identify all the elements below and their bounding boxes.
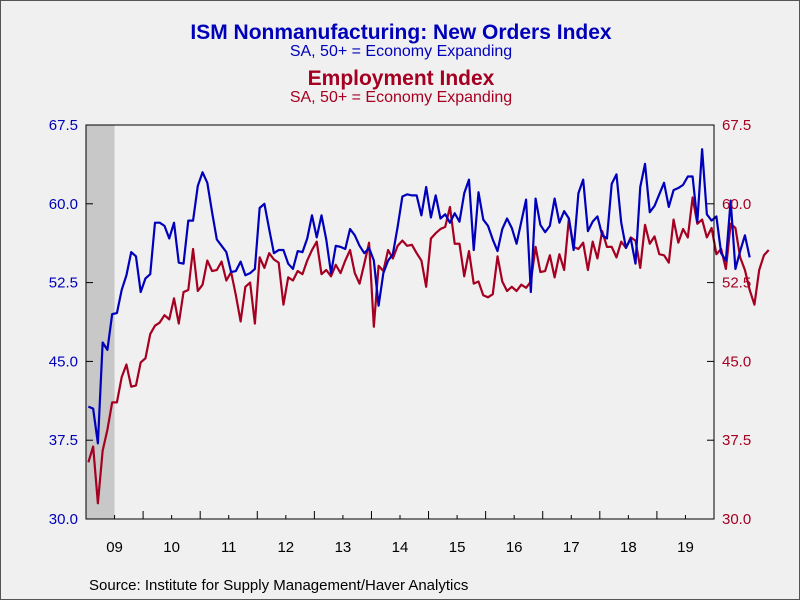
x-tick-label: 19: [677, 539, 694, 556]
x-tick-label: 17: [563, 539, 580, 556]
y-right-tick-label: 52.5: [722, 275, 751, 292]
series1-subtitle: SA, 50+ = Economy Expanding: [289, 43, 513, 60]
series2-title: Employment Index: [307, 67, 495, 90]
series2-subtitle: SA, 50+ = Economy Expanding: [289, 89, 513, 106]
plot-border: [85, 124, 715, 520]
x-tick-label: 10: [163, 539, 180, 556]
x-tick-label: 18: [620, 539, 637, 556]
y-left-tick-label: 30.0: [49, 511, 78, 528]
y-left-tick-label: 37.5: [49, 432, 78, 449]
x-tick-label: 12: [277, 539, 294, 556]
x-tick-label: 14: [392, 539, 409, 556]
y-right-tick-label: 45.0: [722, 353, 751, 370]
x-tick-label: 13: [335, 539, 352, 556]
y-right-tick-label: 37.5: [722, 432, 751, 449]
series1-title: ISM Nonmanufacturing: New Orders Index: [190, 21, 612, 44]
axis-layer: 67.5 60.0 52.5 45.0 37.5 30.0 67.5 60.0 52.5 45.0…: [49, 117, 751, 556]
series-layer: [87, 148, 770, 505]
x-tick-label: 16: [506, 539, 523, 556]
source-note: Source: Institute for Supply Management/…: [89, 577, 469, 594]
y-right-tick-label: 67.5: [722, 117, 751, 134]
y-right-tick-label: 60.0: [722, 196, 751, 213]
series-line-1: [87, 148, 751, 445]
x-tick-label: 09: [106, 539, 123, 556]
x-tick-label: 11: [221, 539, 237, 556]
series-line-2: [87, 196, 770, 505]
y-right-tick-label: 30.0: [722, 511, 751, 528]
y-left-tick-label: 67.5: [49, 117, 78, 134]
x-tick-label: 15: [449, 539, 466, 556]
y-left-tick-label: 60.0: [49, 196, 78, 213]
y-left-tick-label: 45.0: [49, 353, 78, 370]
y-left-tick-label: 52.5: [49, 275, 78, 292]
